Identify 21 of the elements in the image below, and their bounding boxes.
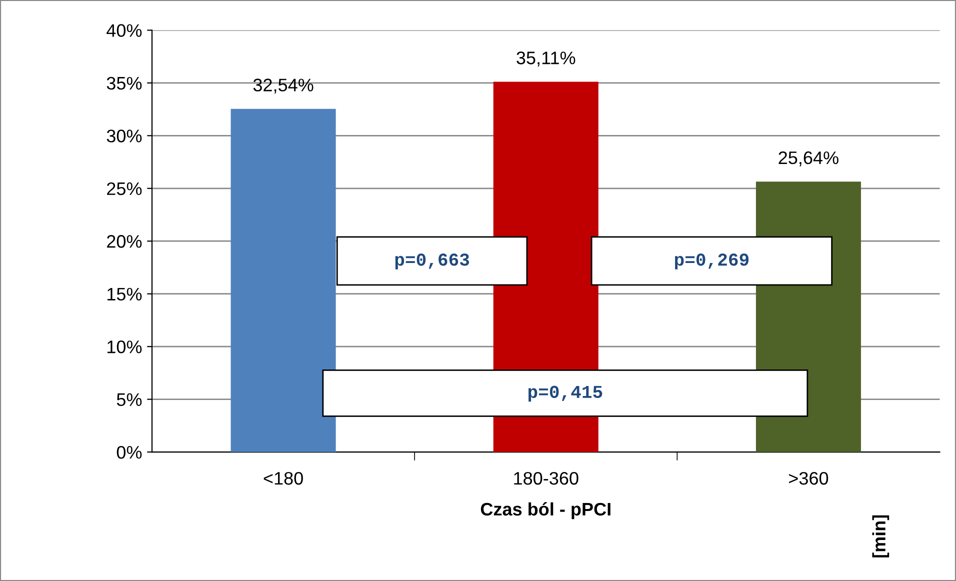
y-tick-label: 20% [107,235,142,248]
bar [230,108,336,452]
y-tick-label: 30% [106,130,142,142]
x-tick-label: <180 [264,472,303,485]
y-tick-label: 25% [107,182,142,196]
x-axis-title: Czas ból - pPCI [480,502,610,520]
data-label: 25,64% [778,151,838,166]
x-tick-label: 180-360 [514,472,578,485]
y-tick-label: 0% [116,446,142,459]
y-tick-label: 15% [108,288,142,301]
annotation: p=0,415 [528,386,602,402]
y-tick-label: 5% [116,393,142,406]
y-tick-label: 10% [108,340,142,354]
data-label: 32,54% [253,78,314,94]
y-tick-label: 40% [106,24,142,37]
x-tick-label: >360 [789,472,828,485]
annotation: p=0,269 [675,254,749,270]
annotation: p=0,663 [395,254,470,270]
text: [min] [872,515,890,558]
y-tick-label: 35% [106,76,142,90]
data-label: 35,11% [516,52,576,66]
